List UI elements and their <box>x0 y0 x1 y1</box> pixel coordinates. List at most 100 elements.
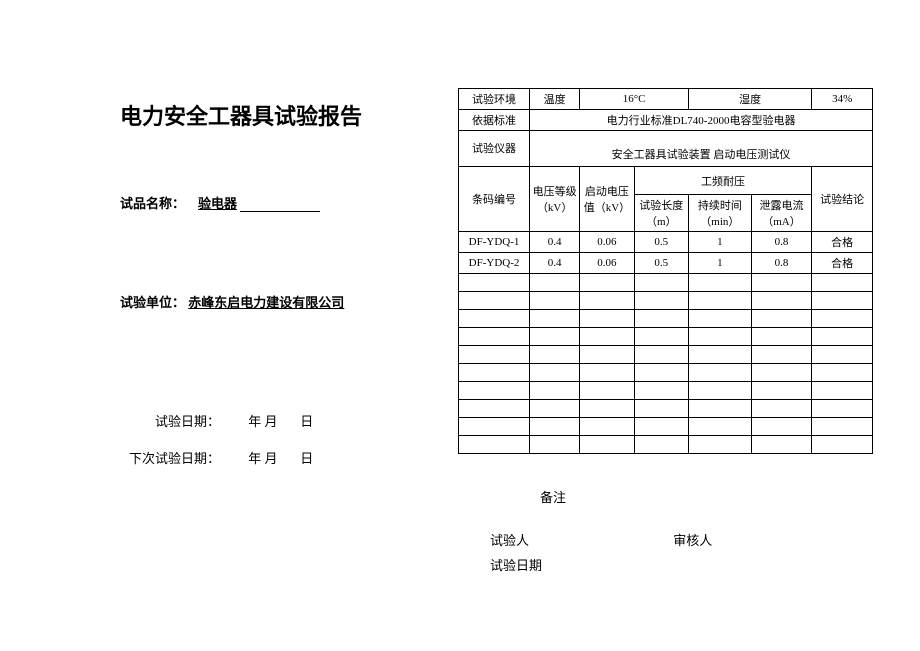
table-cell <box>812 292 873 310</box>
test-date-value: 年 月 <box>248 414 277 429</box>
remark-label: 备注 <box>540 487 566 506</box>
table-cell <box>580 436 634 454</box>
table-cell <box>751 382 812 400</box>
next-date-day-gap <box>281 451 297 466</box>
humid-label: 湿度 <box>688 89 811 110</box>
col-result: 试验结论 <box>812 167 873 232</box>
table-cell <box>459 274 530 292</box>
table-row <box>459 400 873 418</box>
table-cell <box>530 292 580 310</box>
col-len: 试验长度（m） <box>634 195 688 232</box>
table-cell <box>751 292 812 310</box>
next-date-day: 日 <box>300 451 313 466</box>
sample-name-label: 试品名称： <box>120 196 185 211</box>
table-cell: 1 <box>688 253 751 274</box>
table-cell <box>580 346 634 364</box>
table-cell <box>580 364 634 382</box>
col-leak: 泄露电流（mA） <box>751 195 812 232</box>
table-cell <box>634 274 688 292</box>
table-cell <box>812 382 873 400</box>
table-row <box>459 274 873 292</box>
table-cell <box>530 400 580 418</box>
table-cell <box>812 418 873 436</box>
table-cell <box>530 382 580 400</box>
table-cell <box>688 310 751 328</box>
col-voltage: 电压等级（kV） <box>530 167 580 232</box>
table-row <box>459 436 873 454</box>
table-row <box>459 364 873 382</box>
table-cell: 0.5 <box>634 253 688 274</box>
table-cell <box>751 346 812 364</box>
table-cell <box>530 346 580 364</box>
test-unit-label: 试验单位： <box>120 295 185 310</box>
table-cell <box>634 418 688 436</box>
test-unit-row: 试验单位： 赤峰东启电力建设有限公司 <box>120 292 420 311</box>
test-date-day-gap <box>281 414 297 429</box>
instr-row: 试验仪器 安全工器具试验装置 启动电压测试仪 <box>459 131 873 167</box>
table-row <box>459 328 873 346</box>
table-cell <box>812 364 873 382</box>
table-cell <box>580 328 634 346</box>
col-time: 持续时间（min） <box>688 195 751 232</box>
table-cell <box>580 292 634 310</box>
table-cell <box>580 400 634 418</box>
table-cell <box>688 346 751 364</box>
table-cell: 0.8 <box>751 253 812 274</box>
table-cell <box>751 418 812 436</box>
test-table: 试验环境 温度 16°C 湿度 34% 依据标准 电力行业标准DL740-200… <box>458 88 873 454</box>
col-head-row-1: 条码编号 电压等级（kV） 启动电压值（kV） 工频耐压 试验结论 <box>459 167 873 195</box>
table-cell <box>580 382 634 400</box>
table-cell <box>530 364 580 382</box>
table-cell <box>634 292 688 310</box>
table-cell <box>459 346 530 364</box>
sample-name-value: 验电器 <box>198 196 237 211</box>
table-cell <box>530 328 580 346</box>
sign-date-label: 试验日期 <box>490 555 542 574</box>
table-cell <box>530 274 580 292</box>
table-cell <box>751 400 812 418</box>
tester-label: 试验人 <box>490 530 670 549</box>
std-row: 依据标准 电力行业标准DL740-2000电容型验电器 <box>459 110 873 131</box>
table-row <box>459 346 873 364</box>
table-cell <box>459 310 530 328</box>
table-cell <box>688 328 751 346</box>
table-cell <box>459 382 530 400</box>
table-cell <box>751 364 812 382</box>
table-cell: 合格 <box>812 232 873 253</box>
table-cell <box>459 436 530 454</box>
table-cell <box>688 436 751 454</box>
table-cell <box>459 292 530 310</box>
table-cell <box>634 364 688 382</box>
table-cell <box>812 274 873 292</box>
table-cell <box>459 328 530 346</box>
table-cell <box>580 310 634 328</box>
table-cell: 0.5 <box>634 232 688 253</box>
indent <box>188 196 195 211</box>
reviewer-label: 审核人 <box>673 530 712 549</box>
table-cell: 0.06 <box>580 232 634 253</box>
report-title: 电力安全工器具试验报告 <box>120 100 420 133</box>
test-date-row: 试验日期： 年 月 日 <box>120 411 420 430</box>
table-cell <box>812 400 873 418</box>
test-date-day: 日 <box>300 414 313 429</box>
temp-label: 温度 <box>530 89 580 110</box>
table-cell <box>634 328 688 346</box>
table-cell <box>812 436 873 454</box>
table-cell <box>751 310 812 328</box>
table-cell <box>634 436 688 454</box>
table-cell: DF-YDQ-1 <box>459 232 530 253</box>
table-cell <box>459 364 530 382</box>
next-date-row: 下次试验日期： 年 月 日 <box>120 448 420 467</box>
table-row <box>459 418 873 436</box>
signer-row: 试验人 审核人 <box>490 530 870 549</box>
table-cell <box>812 310 873 328</box>
instr-label: 试验仪器 <box>459 131 530 167</box>
table-cell <box>634 346 688 364</box>
table-row: DF-YDQ-20.40.060.510.8合格 <box>459 253 873 274</box>
table-cell <box>688 400 751 418</box>
sample-name-row: 试品名称： 验电器 <box>120 193 420 212</box>
table-cell <box>751 436 812 454</box>
table-cell <box>580 418 634 436</box>
std-label: 依据标准 <box>459 110 530 131</box>
humid-value: 34% <box>812 89 873 110</box>
